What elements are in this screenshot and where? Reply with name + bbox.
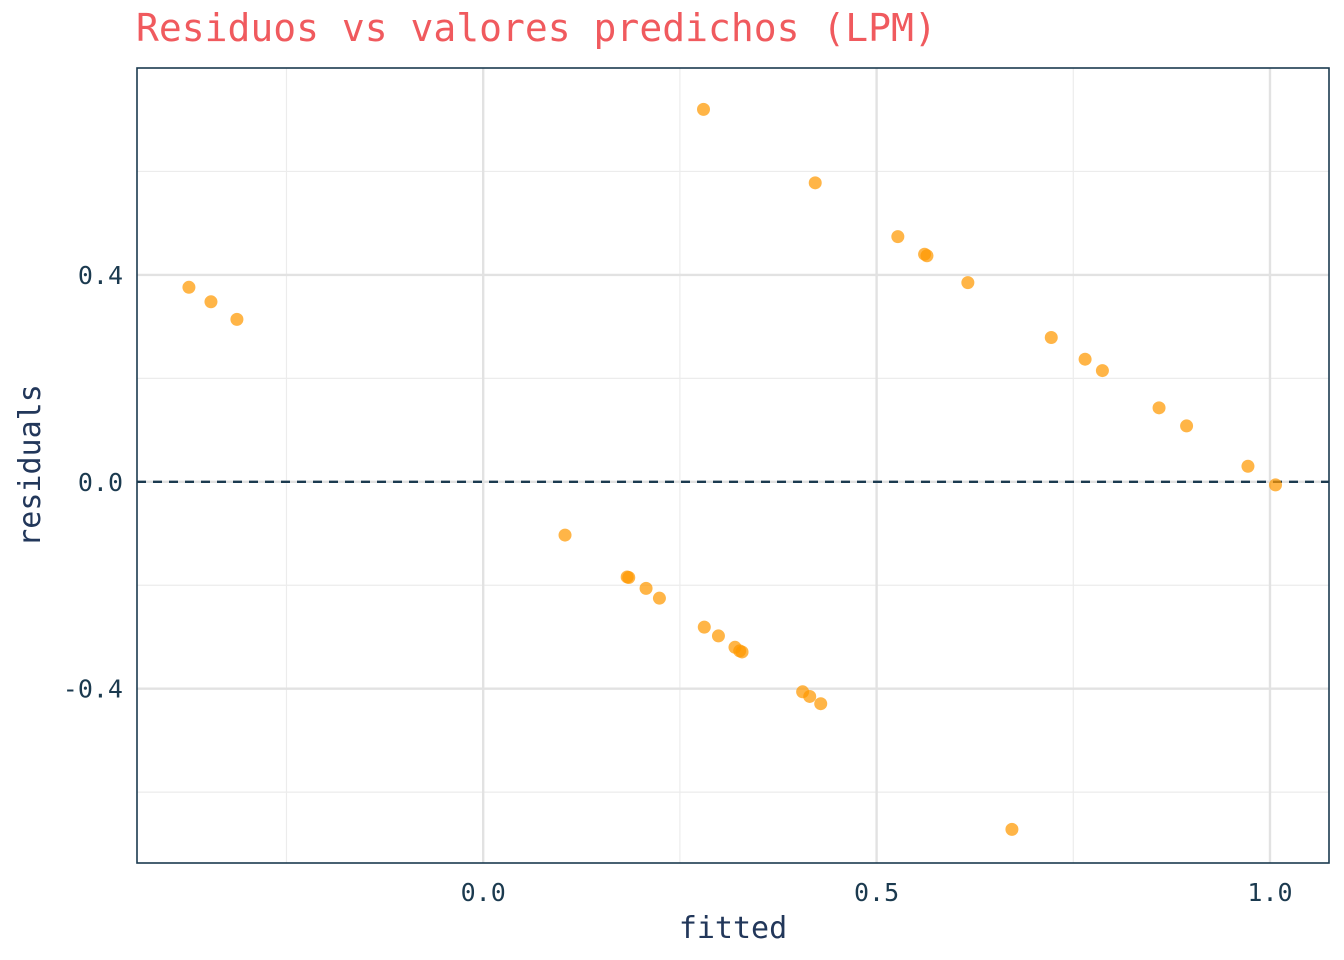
- data-point: [652, 591, 666, 605]
- data-point: [891, 230, 905, 244]
- y-axis-title: residuals: [13, 384, 48, 547]
- data-point: [697, 620, 711, 634]
- data-point: [803, 689, 817, 703]
- x-axis-title: fitted: [679, 911, 787, 946]
- y-tick-label: 0.4: [78, 261, 123, 290]
- data-point: [808, 176, 822, 190]
- data-point: [182, 280, 196, 294]
- plot-panel-border: [136, 67, 1330, 864]
- x-tick-label: 1.0: [1247, 878, 1292, 907]
- tick-labels: 0.0 0.5 1.0 0.4 0.0 -0.4: [63, 261, 1293, 907]
- data-point: [1268, 478, 1282, 492]
- data-point: [1005, 822, 1019, 836]
- x-tick-label: 0.5: [854, 878, 899, 907]
- data-point: [622, 570, 636, 584]
- data-point: [696, 102, 710, 116]
- data-point: [961, 276, 975, 290]
- data-points: [182, 102, 1282, 836]
- data-point: [711, 629, 725, 643]
- data-point: [1078, 352, 1092, 366]
- data-point: [1241, 459, 1255, 473]
- gridlines: [137, 68, 1329, 863]
- data-point: [639, 581, 653, 595]
- data-point: [1152, 401, 1166, 415]
- y-tick-label: 0.0: [78, 468, 123, 497]
- data-point: [1044, 330, 1058, 344]
- data-point: [1180, 419, 1194, 433]
- x-tick-label: 0.0: [461, 878, 506, 907]
- data-point: [204, 295, 218, 309]
- chart-title: Residuos vs valores predichos (LPM): [136, 6, 937, 50]
- data-point: [558, 528, 572, 542]
- data-point: [920, 249, 934, 263]
- data-point: [814, 697, 828, 711]
- data-point: [1095, 364, 1109, 378]
- data-point: [735, 645, 749, 659]
- y-tick-label: -0.4: [63, 675, 123, 704]
- data-point: [230, 312, 244, 326]
